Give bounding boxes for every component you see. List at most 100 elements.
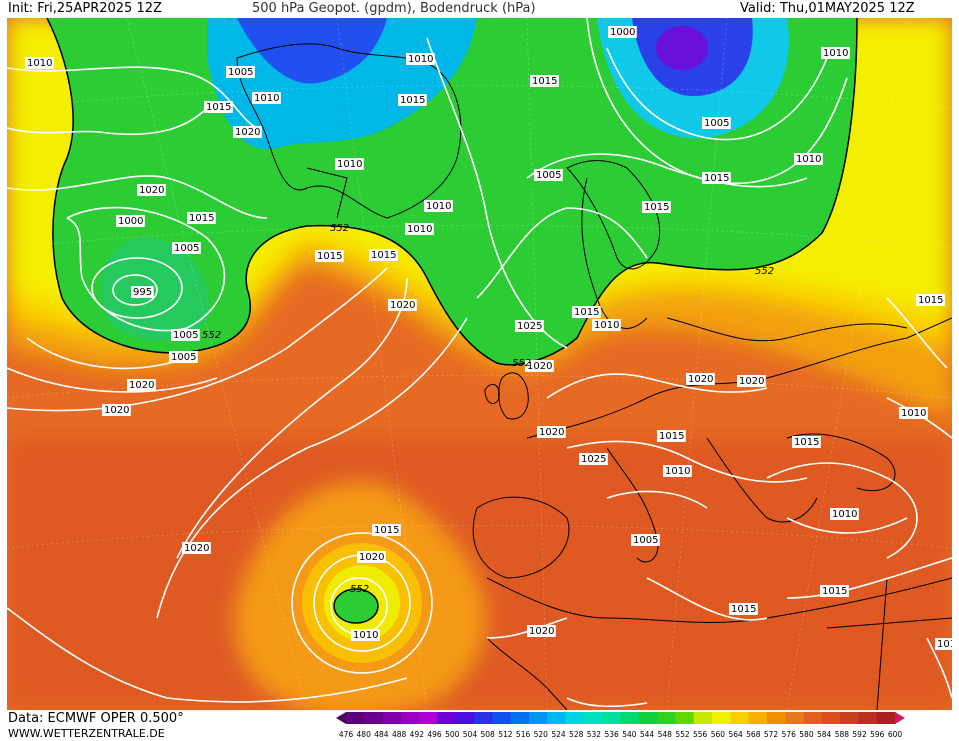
legend-value: 488 bbox=[392, 730, 407, 739]
isobar-label: 1005 bbox=[702, 117, 731, 129]
legend-swatch bbox=[730, 712, 750, 724]
legend-swatch bbox=[675, 712, 695, 724]
isobar-label: 1010 bbox=[406, 53, 435, 65]
legend-swatch bbox=[785, 712, 804, 724]
isobar-label: 1015 bbox=[187, 212, 216, 224]
legend-swatch bbox=[547, 712, 567, 724]
legend-value: 500 bbox=[445, 730, 460, 739]
legend-value: 584 bbox=[817, 730, 832, 739]
legend-value: 552 bbox=[675, 730, 690, 739]
legend-value: 512 bbox=[498, 730, 513, 739]
svg-text:1015: 1015 bbox=[822, 586, 847, 597]
isobar-label: 1010 bbox=[899, 407, 928, 419]
legend-swatch bbox=[400, 712, 420, 724]
svg-text:1015: 1015 bbox=[918, 295, 943, 306]
legend-value: 480 bbox=[357, 730, 372, 739]
map-header: Init: Fri,25APR2025 12Z 500 hPa Geopot. … bbox=[0, 0, 959, 18]
legend-value: 536 bbox=[604, 730, 619, 739]
graticule bbox=[7, 18, 952, 710]
svg-text:1020: 1020 bbox=[539, 427, 564, 438]
init-time: Init: Fri,25APR2025 12Z bbox=[8, 1, 162, 16]
legend-swatch bbox=[803, 712, 823, 724]
isobar-label: 1015 bbox=[935, 638, 952, 650]
legend-value: 556 bbox=[693, 730, 708, 739]
svg-text:1010: 1010 bbox=[832, 509, 857, 520]
west-low-core bbox=[100, 237, 209, 341]
isobar-label: 1020 bbox=[537, 426, 566, 438]
svg-text:1005: 1005 bbox=[536, 170, 561, 181]
greenland-core bbox=[237, 18, 387, 84]
svg-text:1015: 1015 bbox=[731, 604, 756, 615]
svg-text:1010: 1010 bbox=[408, 54, 433, 65]
legend-swatch bbox=[474, 712, 493, 724]
legend-arrow-low bbox=[336, 712, 346, 724]
svg-text:1005: 1005 bbox=[704, 118, 729, 129]
legend-value: 520 bbox=[534, 730, 549, 739]
legend-swatch bbox=[529, 712, 548, 724]
legend-value: 588 bbox=[835, 730, 850, 739]
svg-text:1020: 1020 bbox=[129, 380, 154, 391]
isobar-label: 1015 bbox=[792, 436, 821, 448]
isobar-label: 1005 bbox=[631, 534, 660, 546]
legend-value: 532 bbox=[587, 730, 602, 739]
svg-text:1020: 1020 bbox=[529, 626, 554, 637]
svg-text:1020: 1020 bbox=[139, 185, 164, 196]
weather-map: 1010 1005 1010 1010 1015 1020 1015 1000 1010 1015… bbox=[7, 18, 952, 710]
isobar-label: 1020 bbox=[182, 542, 211, 554]
isobar-label: 1010 bbox=[663, 465, 692, 477]
isobar-label: 1020 bbox=[357, 551, 386, 563]
legend-swatch bbox=[492, 712, 512, 724]
legend-value: 560 bbox=[711, 730, 726, 739]
legend-value: 572 bbox=[764, 730, 779, 739]
legend-value: 592 bbox=[852, 730, 867, 739]
svg-text:1010: 1010 bbox=[254, 93, 279, 104]
isobar-label: 1020 bbox=[686, 373, 715, 385]
isobar-label: 1020 bbox=[102, 404, 131, 416]
legend-value: 576 bbox=[782, 730, 797, 739]
isobar-label: 1025 bbox=[579, 453, 608, 465]
legend-swatch bbox=[565, 712, 585, 724]
svg-text:1000: 1000 bbox=[610, 27, 635, 38]
data-source: Data: ECMWF OPER 0.500° bbox=[8, 711, 184, 726]
isobar-label: 1015 bbox=[572, 306, 601, 318]
isobar-label: 1020 bbox=[737, 375, 766, 387]
legend-swatch bbox=[748, 712, 768, 724]
isobar-label: 1020 bbox=[233, 126, 262, 138]
isobar-label: 1005 bbox=[226, 66, 255, 78]
legend-swatch bbox=[840, 712, 859, 724]
svg-text:1020: 1020 bbox=[390, 300, 415, 311]
svg-text:1020: 1020 bbox=[184, 543, 209, 554]
valid-time: Valid: Thu,01MAY2025 12Z bbox=[740, 1, 915, 16]
svg-text:1015: 1015 bbox=[574, 307, 599, 318]
svg-text:1010: 1010 bbox=[426, 201, 451, 212]
isobar-label: 1015 bbox=[315, 250, 344, 262]
isobar-label: 1015 bbox=[530, 75, 559, 87]
cutoff-low-core bbox=[333, 588, 379, 624]
svg-text:1005: 1005 bbox=[171, 352, 196, 363]
legend-value: 548 bbox=[658, 730, 673, 739]
isobar-label: 1015 bbox=[204, 101, 233, 113]
isobar-label: 1015 bbox=[642, 201, 671, 213]
svg-text:995: 995 bbox=[133, 287, 152, 298]
legend-swatch bbox=[602, 712, 621, 724]
isobar-label: 1015 bbox=[729, 603, 758, 615]
isobar-label: 1010 bbox=[830, 508, 859, 520]
geopotential-label: 552 bbox=[755, 266, 774, 277]
isobar-label: 1020 bbox=[137, 184, 166, 196]
map-title: 500 hPa Geopot. (gpdm), Bodendruck (hPa) bbox=[252, 1, 536, 16]
isobar-labels: 1010 1005 1010 1010 1015 1020 1015 1000 1010 1015… bbox=[25, 26, 952, 650]
svg-text:1010: 1010 bbox=[353, 630, 378, 641]
legend-swatch bbox=[419, 712, 438, 724]
legend-swatch bbox=[620, 712, 640, 724]
legend-value: 504 bbox=[463, 730, 478, 739]
svg-text:1010: 1010 bbox=[337, 159, 362, 170]
color-legend: 476 480 484 488 492 496 500 504 508 512 516 520 524 5… bbox=[336, 712, 905, 739]
geopotential-labels: 552 552 552 552 552 bbox=[202, 223, 774, 595]
svg-text:1020: 1020 bbox=[104, 405, 129, 416]
isobar-label: 1010 bbox=[405, 223, 434, 235]
isobar-label: 1010 bbox=[351, 629, 380, 641]
isobar-label: 1010 bbox=[25, 57, 54, 69]
legend-swatch bbox=[437, 712, 457, 724]
isobar-label: 1000 bbox=[608, 26, 637, 38]
isobar-label: 1015 bbox=[657, 430, 686, 442]
